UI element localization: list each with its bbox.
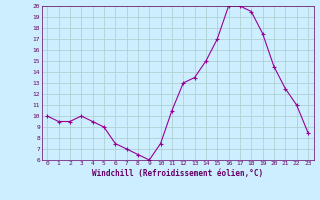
X-axis label: Windchill (Refroidissement éolien,°C): Windchill (Refroidissement éolien,°C) [92, 169, 263, 178]
